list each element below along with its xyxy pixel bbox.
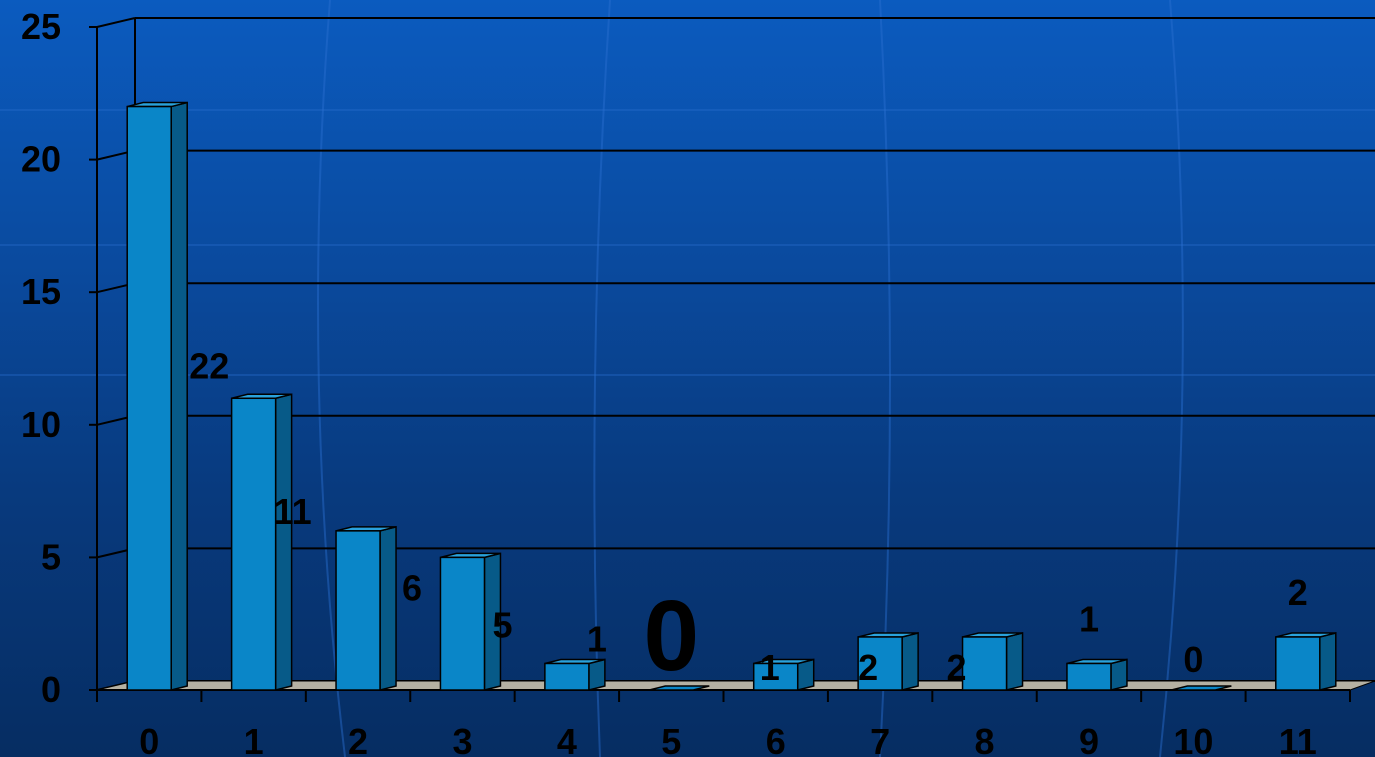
data-label: 6 bbox=[402, 567, 422, 608]
bar-front bbox=[1275, 636, 1321, 691]
bar-side bbox=[170, 101, 188, 691]
x-tick-label: 10 bbox=[1173, 721, 1213, 757]
x-tick-label: 8 bbox=[975, 721, 995, 757]
data-label: 1 bbox=[587, 618, 607, 659]
x-tick-label: 4 bbox=[557, 721, 577, 757]
bar bbox=[752, 658, 815, 691]
data-label: 5 bbox=[492, 604, 512, 645]
x-tick-label: 3 bbox=[452, 721, 472, 757]
bar-front bbox=[439, 556, 486, 691]
bar bbox=[335, 525, 397, 691]
data-label: 0 bbox=[643, 580, 699, 692]
bar bbox=[649, 685, 710, 691]
bar-front bbox=[230, 397, 277, 691]
x-tick-label: 7 bbox=[870, 721, 890, 757]
bar bbox=[439, 552, 502, 691]
y-tick-label: 5 bbox=[41, 536, 61, 577]
gridlines bbox=[96, 17, 1375, 691]
bar-front bbox=[961, 636, 1008, 691]
bar bbox=[857, 631, 919, 691]
x-tick-label: 9 bbox=[1079, 721, 1099, 757]
y-tick-label: 20 bbox=[21, 139, 61, 180]
y-tick-label: 25 bbox=[21, 6, 61, 47]
y-tick-label: 15 bbox=[21, 271, 61, 312]
bar-side bbox=[379, 525, 397, 691]
data-label: 0 bbox=[1183, 639, 1203, 680]
bar bbox=[961, 631, 1024, 691]
bar-side bbox=[1110, 658, 1128, 691]
bar-front bbox=[1066, 662, 1112, 691]
x-tick-label: 0 bbox=[139, 721, 159, 757]
data-label: 2 bbox=[947, 647, 967, 688]
bar bbox=[126, 101, 188, 691]
bar bbox=[1066, 658, 1128, 691]
bar-side bbox=[274, 393, 293, 691]
bar-side bbox=[1319, 631, 1337, 691]
bar-side bbox=[796, 658, 815, 691]
data-label: 2 bbox=[858, 647, 878, 688]
bar-side bbox=[588, 658, 606, 691]
data-label: 1 bbox=[760, 647, 780, 688]
bars bbox=[126, 101, 1337, 691]
x-tick-label: 11 bbox=[1279, 721, 1317, 757]
bar-front bbox=[126, 105, 172, 691]
bar bbox=[544, 658, 606, 691]
bar-zero bbox=[1171, 685, 1232, 691]
x-tick-label: 1 bbox=[244, 721, 264, 757]
bar-front bbox=[544, 662, 590, 691]
bar-zero bbox=[649, 685, 710, 691]
bar bbox=[1275, 631, 1337, 691]
bar-side bbox=[1005, 631, 1024, 691]
data-label: 22 bbox=[189, 345, 229, 386]
x-tick-label: 5 bbox=[661, 721, 681, 757]
x-tick-label: 6 bbox=[766, 721, 786, 757]
bar-side bbox=[901, 631, 919, 691]
gridline-depth bbox=[96, 17, 136, 28]
bar-front bbox=[335, 530, 381, 691]
bar-front bbox=[752, 662, 799, 691]
data-label: 11 bbox=[274, 491, 312, 532]
y-tick-label: 0 bbox=[41, 669, 61, 710]
data-label: 1 bbox=[1079, 598, 1099, 639]
bar bbox=[230, 393, 293, 691]
x-tick-label: 2 bbox=[348, 721, 368, 757]
y-tick-label: 10 bbox=[21, 404, 61, 445]
bar-front bbox=[857, 636, 903, 691]
data-label: 2 bbox=[1288, 572, 1308, 613]
bar bbox=[1171, 685, 1232, 691]
